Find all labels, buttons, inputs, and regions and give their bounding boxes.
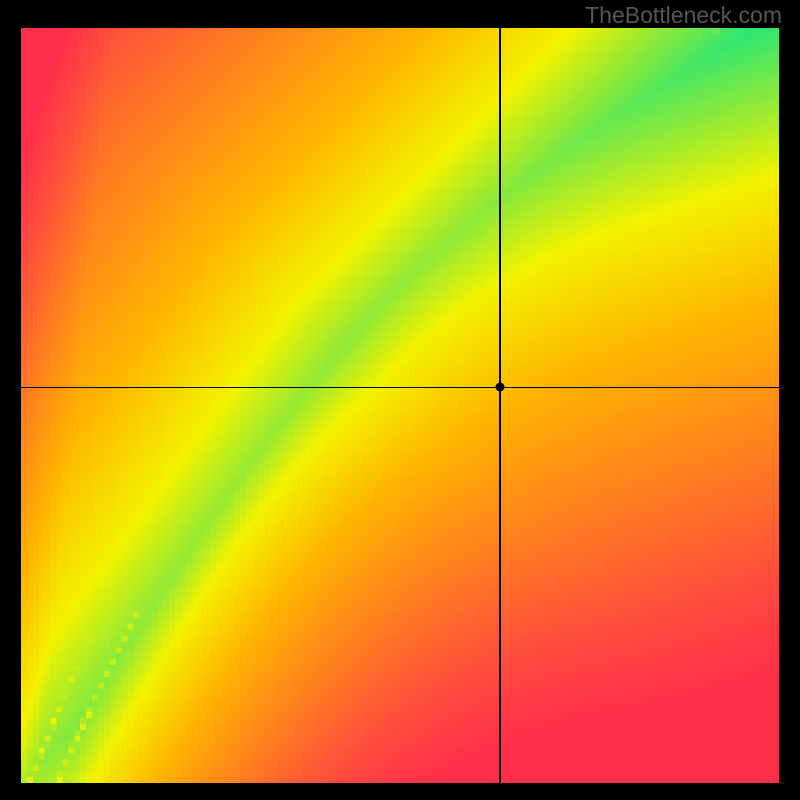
heatmap-canvas bbox=[21, 28, 779, 783]
crosshair-vertical bbox=[499, 28, 501, 783]
watermark-text: TheBottleneck.com bbox=[585, 2, 782, 29]
chart-container: TheBottleneck.com bbox=[0, 0, 800, 800]
crosshair-horizontal bbox=[21, 387, 779, 389]
crosshair-marker bbox=[496, 383, 505, 392]
